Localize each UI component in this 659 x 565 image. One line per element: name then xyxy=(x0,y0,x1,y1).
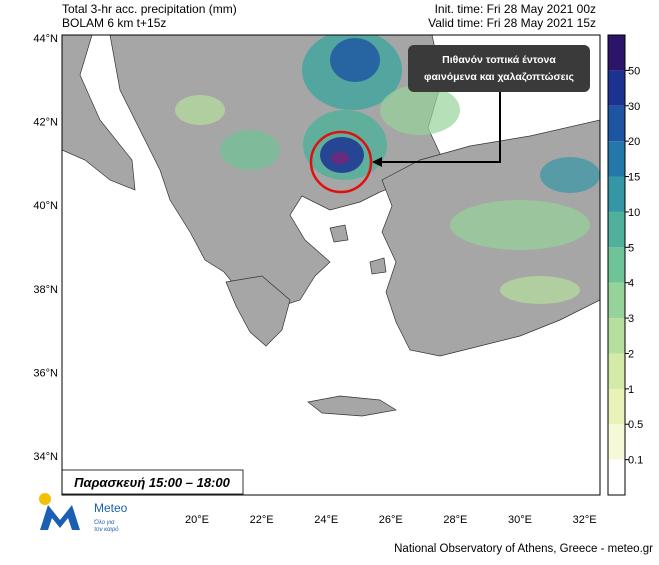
logo-name: Meteo xyxy=(94,501,128,515)
lon-label: 26°E xyxy=(379,514,403,526)
colorbar: 0.1 0.5 1 2 3 4 5 10 15 20 30 50 xyxy=(607,34,643,496)
axis-labels: 44°N 42°N 40°N 38°N 36°N 34°N 20°E 22°E 24°E 26°E… xyxy=(33,33,596,526)
header-model: BOLAM 6 km t+15z xyxy=(62,16,166,30)
arrow-head xyxy=(372,157,382,167)
colorbar-segment xyxy=(608,105,625,142)
logo-tagline: τον καιρό xyxy=(94,526,119,533)
map: Πιθανόν τοπικά έντονα φαινόμενα και χαλα… xyxy=(61,34,601,496)
lon-label: 22°E xyxy=(250,514,274,526)
arrow xyxy=(376,92,501,163)
logo: Meteo Όλο για τον καιρό xyxy=(39,493,128,533)
colorbar-label: 30 xyxy=(628,101,640,113)
colorbar-label: 0.1 xyxy=(628,455,643,467)
colorbar-label: 3 xyxy=(628,313,634,325)
lat-label: 34°N xyxy=(33,451,58,463)
annotation-line: φαινόμενα και χαλαζοπτώσεις xyxy=(424,71,575,83)
lat-label: 36°N xyxy=(33,367,58,379)
lat-label: 44°N xyxy=(33,33,58,45)
header-title: Total 3-hr acc. precipitation (mm) xyxy=(62,2,237,16)
precipitation xyxy=(175,35,600,304)
colorbar-label: 5 xyxy=(628,242,634,254)
footer: National Observatory of Athens, Greece -… xyxy=(394,543,653,555)
init-time: Init. time: Fri 28 May 2021 00z xyxy=(435,2,596,16)
colorbar-label: 15 xyxy=(628,172,640,184)
valid-time: Valid time: Fri 28 May 2021 15z xyxy=(428,16,596,30)
period-box xyxy=(62,469,244,495)
colorbar-segment xyxy=(608,424,625,460)
colorbar-label: 2 xyxy=(628,348,634,360)
colorbar-segment xyxy=(608,70,625,106)
colorbar-segment xyxy=(608,459,625,495)
annotation-box xyxy=(408,45,590,92)
colorbar-label: 50 xyxy=(628,65,640,77)
annotation-line: Πιθανόν τοπικά έντονα xyxy=(442,54,556,66)
lat-label: 38°N xyxy=(33,284,58,296)
lat-label: 40°N xyxy=(33,200,58,212)
colorbar-label: 10 xyxy=(628,207,640,219)
lon-label: 30°E xyxy=(508,514,532,526)
period: Παρασκευή 15:00 – 18:00 xyxy=(74,475,230,490)
lon-label: 24°E xyxy=(314,514,338,526)
colorbar-segment xyxy=(608,318,625,354)
colorbar-frame xyxy=(607,34,626,496)
colorbar-segment xyxy=(608,35,625,71)
colorbar-label: 1 xyxy=(628,384,634,396)
colorbar-label: 4 xyxy=(628,278,634,290)
logo-tagline: Όλο για xyxy=(93,520,115,526)
map-frame xyxy=(61,34,601,496)
colorbar-segment xyxy=(608,388,625,425)
highlight-circle xyxy=(309,130,373,194)
colorbar-segment xyxy=(608,247,625,283)
colorbar-segment xyxy=(608,282,625,319)
lon-label: 32°E xyxy=(573,514,597,526)
colorbar-label: 0.5 xyxy=(628,419,643,431)
lon-label: 20°E xyxy=(185,514,209,526)
colorbar-segment xyxy=(608,353,625,389)
lon-label: 28°E xyxy=(443,514,467,526)
colorbar-label: 20 xyxy=(628,136,640,148)
colorbar-segment xyxy=(608,211,625,248)
colorbar-segment xyxy=(608,141,625,177)
colorbar-segment xyxy=(608,176,625,212)
lat-label: 42°N xyxy=(33,117,58,129)
